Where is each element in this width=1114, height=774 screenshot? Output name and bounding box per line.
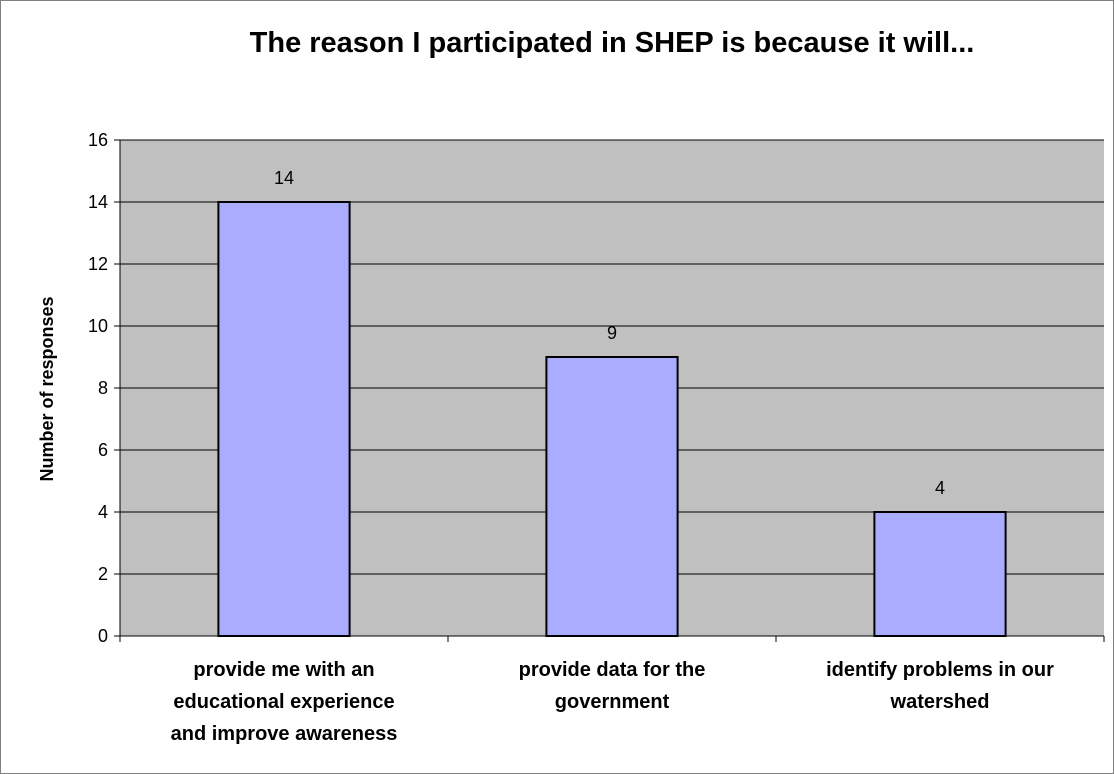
category-label-line: provide me with an (193, 659, 374, 681)
y-tick-label: 16 (88, 130, 108, 150)
category-label-2: provide data for the government (519, 659, 706, 713)
y-tick-label: 8 (98, 378, 108, 398)
y-tick-label: 4 (98, 502, 108, 522)
bar-1 (217, 201, 351, 637)
y-tick-label: 0 (98, 626, 108, 646)
category-label-line: government (555, 691, 670, 713)
category-label-3: identify problems in our watershed (826, 659, 1054, 713)
y-tick-label: 2 (98, 564, 108, 584)
bar-2 (545, 356, 679, 637)
y-tick-label: 6 (98, 440, 108, 460)
category-label-line: identify problems in our (826, 659, 1054, 681)
bar-3 (873, 511, 1007, 637)
data-labels: 14 9 4 (274, 168, 945, 498)
category-label-line: educational experience (173, 691, 394, 713)
category-labels: provide me with an educational experience… (171, 659, 1055, 745)
category-label-line: and improve awareness (171, 723, 398, 745)
y-tick-label: 10 (88, 316, 108, 336)
category-label-line: provide data for the (519, 659, 706, 681)
y-tick-label: 12 (88, 254, 108, 274)
x-axis-ticks (119, 636, 1105, 642)
bars (217, 201, 1007, 637)
data-label-2: 9 (607, 323, 617, 343)
category-label-line: watershed (890, 691, 990, 713)
y-tick-label: 14 (88, 192, 108, 212)
y-axis-title: Number of responses (37, 296, 57, 481)
category-label-1: provide me with an educational experience… (171, 659, 398, 745)
chart-title: The reason I participated in SHEP is bec… (250, 27, 975, 59)
data-label-1: 14 (274, 168, 294, 188)
y-axis-ticks: 0 2 4 6 8 10 12 14 16 (88, 130, 120, 646)
data-label-3: 4 (935, 478, 945, 498)
